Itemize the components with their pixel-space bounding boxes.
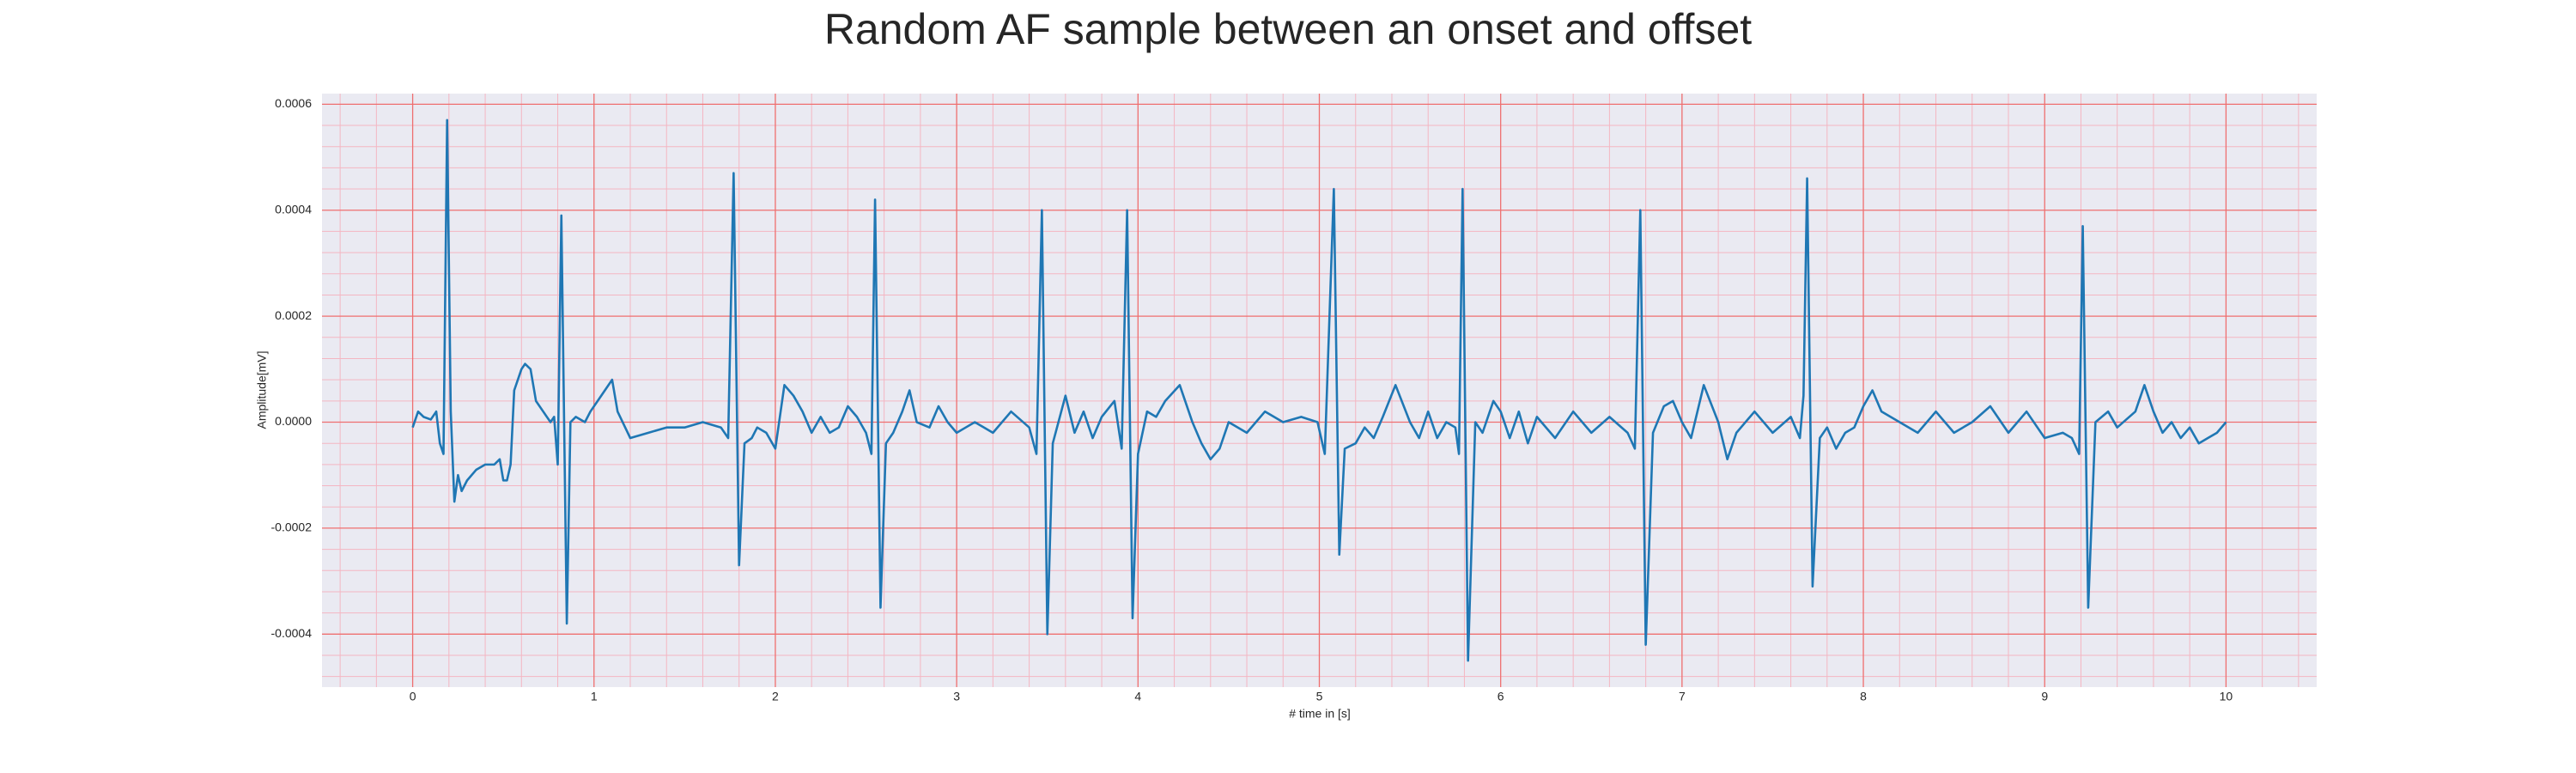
y-axis-label: Amplitude[mV] bbox=[255, 350, 269, 429]
chart-title: Random AF sample between an onset and of… bbox=[824, 5, 1752, 53]
x-tick-label: 2 bbox=[772, 690, 779, 703]
x-tick-label: 4 bbox=[1134, 690, 1141, 703]
grid bbox=[322, 94, 2317, 687]
y-tick-label: 0.0006 bbox=[275, 96, 312, 110]
y-tick-label: -0.0002 bbox=[271, 520, 313, 534]
y-tick-label: 0.0000 bbox=[275, 414, 312, 428]
x-tick-label: 7 bbox=[1679, 690, 1686, 703]
x-tick-label: 9 bbox=[2041, 690, 2048, 703]
x-tick-label: 5 bbox=[1316, 690, 1323, 703]
y-tick-label: -0.0004 bbox=[271, 626, 313, 640]
x-tick-label: 3 bbox=[953, 690, 960, 703]
x-tick-label: 10 bbox=[2220, 690, 2233, 703]
x-tick-label: 1 bbox=[591, 690, 598, 703]
x-tick-label: 0 bbox=[410, 690, 416, 703]
line-series bbox=[411, 119, 2227, 662]
x-tick-label: 6 bbox=[1498, 690, 1504, 703]
y-tick-label: 0.0004 bbox=[275, 202, 312, 216]
x-axis-label: # time in [s] bbox=[1289, 707, 1351, 721]
marks bbox=[411, 119, 2227, 662]
x-tick-label: 8 bbox=[1860, 690, 1867, 703]
y-tick-label: 0.0002 bbox=[275, 308, 312, 322]
